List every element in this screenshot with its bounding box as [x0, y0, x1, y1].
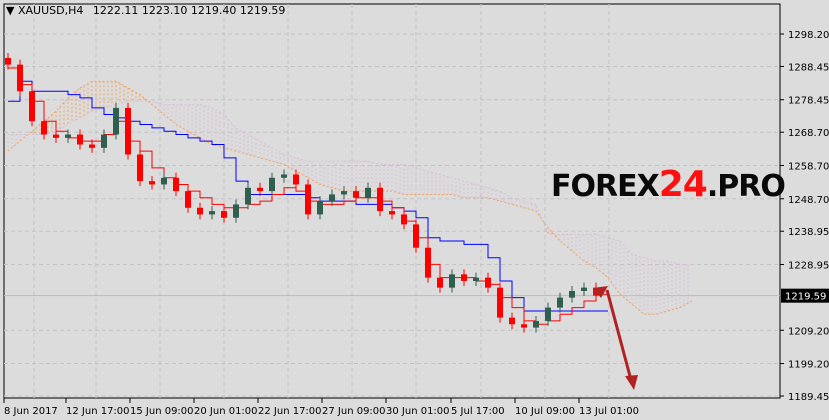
candle-body: [101, 134, 107, 148]
candle-body: [485, 277, 491, 288]
x-tick-label: 8 Jun 2017: [4, 406, 58, 417]
candle-body: [185, 191, 191, 208]
arrow-down-head: [625, 375, 638, 390]
candle-body: [497, 287, 503, 318]
symbol-label: XAUUSD,H4: [17, 4, 84, 17]
forex24-watermark: FOREX24.PRO: [551, 164, 786, 205]
candle-body: [389, 211, 395, 215]
senkou-span-b-line: [8, 100, 692, 265]
y-tick-label: 1199.20: [788, 360, 829, 371]
x-tick-label: 12 Jun 17:00: [66, 406, 130, 417]
open-value: 1222.11: [92, 4, 139, 17]
x-tick-label: 30 Jun 01:00: [386, 406, 450, 417]
candle-body: [329, 194, 335, 202]
candle-body: [41, 121, 47, 135]
x-tick-label: 10 Jul 09:00: [515, 406, 575, 417]
candle-body: [509, 317, 515, 325]
candle-body: [269, 177, 275, 192]
y-tick-label: 1278.45: [788, 96, 829, 107]
candle-body: [341, 191, 347, 195]
candle-body: [569, 290, 575, 298]
triangle-down-icon[interactable]: ▼: [6, 4, 15, 17]
candle-body: [209, 211, 215, 215]
forecast-arrow: [593, 286, 638, 390]
x-tick-label: 27 Jun 09:00: [322, 406, 386, 417]
candle-body: [401, 214, 407, 225]
grid: [3, 3, 781, 399]
candle-body: [437, 277, 443, 288]
candle-body: [365, 187, 371, 198]
candle-body: [425, 247, 431, 278]
arrow-up-head: [593, 286, 608, 298]
close-value: 1219.59: [239, 4, 286, 17]
candle-body: [65, 134, 71, 138]
candle-body: [137, 154, 143, 182]
candle-body: [125, 107, 131, 155]
chart-header: ▼ XAUUSD,H4 1222.11 1223.10 1219.40 1219…: [6, 4, 285, 17]
candle-body: [305, 184, 311, 215]
candle-body: [461, 274, 467, 281]
time-axis: 8 Jun 2017 12 Jun 17:00 15 Jun 09:00 20 Jun…: [3, 398, 639, 417]
candle-body: [353, 191, 359, 198]
candle-body: [533, 320, 539, 328]
candle-body: [557, 297, 563, 308]
candle-body: [53, 134, 59, 138]
candle-body: [149, 181, 155, 185]
x-tick-label: 13 Jul 01:00: [579, 406, 639, 417]
candle-body: [197, 207, 203, 215]
x-tick-label: 15 Jun 09:00: [130, 406, 194, 417]
candle-body: [29, 91, 35, 122]
current-price-label: 1219.59: [785, 292, 826, 303]
y-tick-label: 1228.95: [788, 261, 829, 272]
candle-body: [113, 107, 119, 135]
candle-body: [17, 64, 23, 92]
x-tick-label: 22 Jun 17:00: [258, 406, 322, 417]
tenkan-sen-line: [8, 67, 608, 325]
arrow-down-line: [605, 289, 633, 381]
candle-body: [317, 201, 323, 215]
x-tick-label: 5 Jul 17:00: [451, 406, 505, 417]
candle-body: [473, 277, 479, 281]
candle-body: [413, 224, 419, 248]
candle-body: [245, 187, 251, 205]
y-tick-label: 1288.45: [788, 62, 829, 73]
candle-body: [89, 144, 95, 148]
plot-frame: [3, 3, 781, 399]
candle-body: [449, 274, 455, 288]
y-tick-label: 1248.70: [788, 195, 829, 206]
candle-body: [257, 187, 263, 192]
price-axis: 1298.20 1288.45 1278.45 1268.70 1258.70 1248.…: [780, 30, 829, 403]
y-tick-label: 1238.95: [788, 227, 829, 238]
candle-body: [5, 57, 11, 65]
candle-body: [221, 211, 227, 218]
candle-body: [77, 134, 83, 145]
candle-body: [161, 177, 167, 185]
y-tick-label: 1209.20: [788, 326, 829, 337]
candle-body: [173, 177, 179, 192]
candle-body: [521, 324, 527, 328]
candle-body: [281, 174, 287, 178]
y-tick-label: 1258.70: [788, 161, 829, 172]
y-tick-label: 1189.45: [788, 392, 829, 403]
candles: [5, 52, 599, 333]
high-value: 1223.10: [141, 4, 188, 17]
x-tick-label: 20 Jun 01:00: [194, 406, 258, 417]
candle-body: [581, 287, 587, 291]
candle-body: [545, 307, 551, 321]
y-tick-label: 1268.70: [788, 128, 829, 139]
indicator-lines: [7, 67, 693, 325]
current-price-box: [781, 288, 829, 303]
senkou-span-a-line: [7, 80, 693, 315]
candle-body: [377, 187, 383, 212]
candle-body: [293, 174, 299, 185]
y-tick-label: 1298.20: [788, 30, 829, 41]
ichimoku-cloud: [7, 81, 689, 315]
low-value: 1219.40: [190, 4, 237, 17]
candle-body: [233, 204, 239, 218]
